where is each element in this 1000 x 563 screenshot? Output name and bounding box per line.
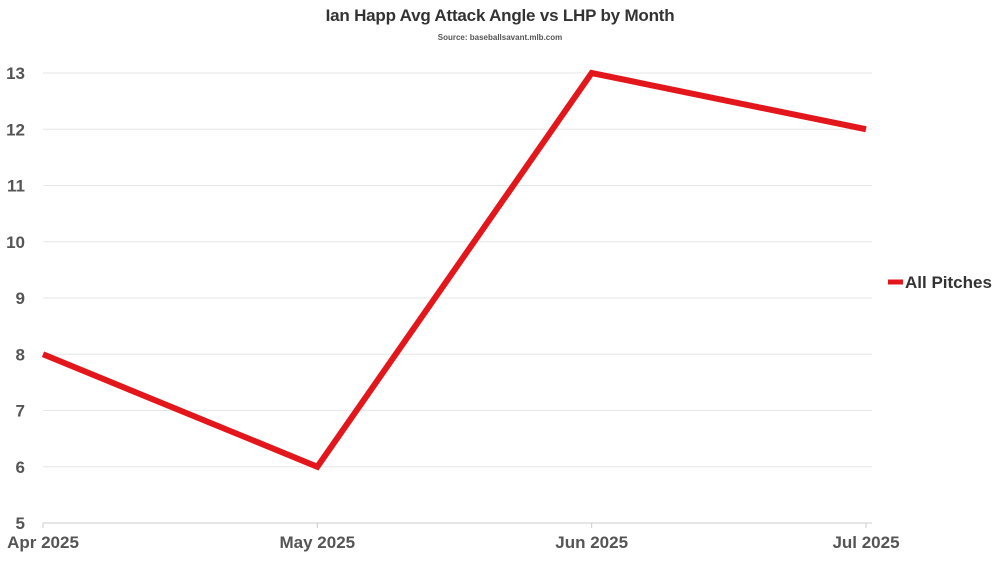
y-tick-label: 5: [16, 514, 25, 533]
y-tick-label: 10: [6, 233, 25, 252]
x-tick-label: Jul 2025: [832, 533, 899, 552]
y-tick-label: 13: [6, 64, 25, 83]
y-tick-label: 11: [7, 177, 25, 196]
legend-label: All Pitches: [905, 273, 992, 292]
y-tick-label: 7: [16, 402, 25, 421]
chart-title: Ian Happ Avg Attack Angle vs LHP by Mont…: [325, 6, 675, 25]
series-line: [41, 69, 867, 471]
y-tick-label: 9: [16, 289, 25, 308]
x-tick-label: Apr 2025: [7, 533, 79, 552]
x-tick-label: May 2025: [280, 533, 356, 552]
y-tick-label: 8: [16, 345, 25, 364]
y-tick-label: 6: [16, 458, 25, 477]
x-tick-label: Jun 2025: [555, 533, 628, 552]
y-tick-label: 12: [6, 120, 25, 139]
chart-subtitle: Source: baseballsavant.mlb.com: [437, 33, 563, 42]
